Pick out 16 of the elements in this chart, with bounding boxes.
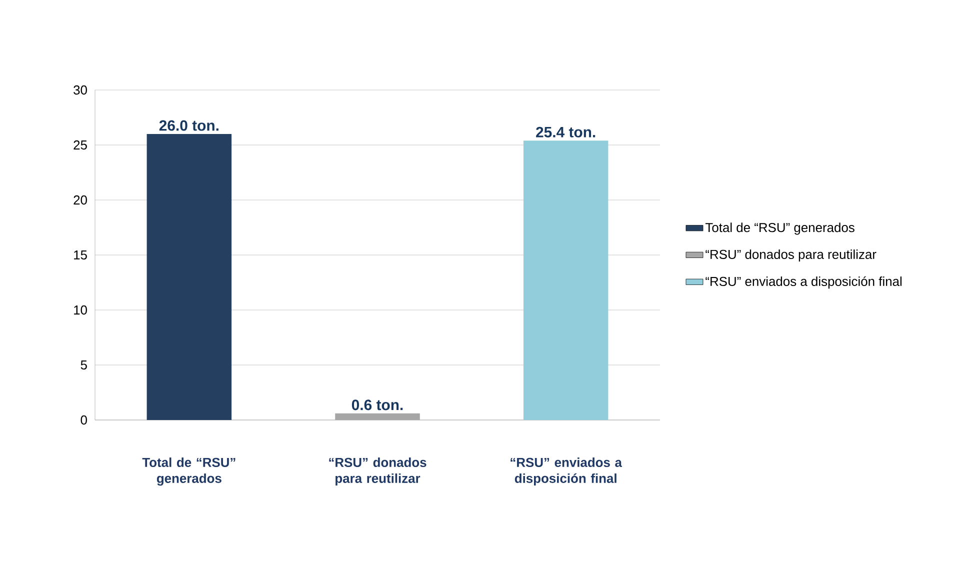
data-label: 0.6 ton. <box>352 400 403 410</box>
y-tick-label: 25 <box>74 140 87 150</box>
legend-label: Total de “RSU” generados <box>705 222 854 235</box>
y-tick-label: 0 <box>80 415 87 425</box>
y-tick-label: 30 <box>74 85 87 95</box>
x-tick-label: Total de “RSU” generados <box>142 458 236 486</box>
y-tick-label: 20 <box>74 195 87 205</box>
y-tick-label: 10 <box>74 305 87 315</box>
legend-label: “RSU” donados para reutilizar <box>706 249 876 262</box>
y-tick-label: 5 <box>80 360 87 370</box>
y-tick-label: 15 <box>74 250 87 260</box>
legend-label: “RSU” enviados a disposición final <box>706 276 902 289</box>
data-label: 25.4 ton. <box>536 126 596 138</box>
x-tick-label: “RSU” donados para reutilizar <box>329 458 426 486</box>
data-label: 26.0 ton. <box>159 120 218 131</box>
x-tick-label: “RSU” enviados a disposición final <box>510 458 622 486</box>
